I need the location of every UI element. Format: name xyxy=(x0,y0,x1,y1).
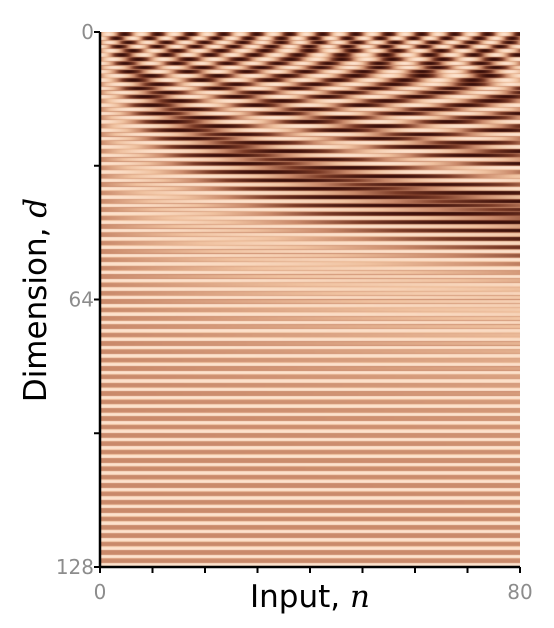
heatmap-cells xyxy=(100,32,520,567)
y-axis-label: Dimension, d xyxy=(18,198,54,402)
y-tick-label: 0 xyxy=(81,20,94,44)
y-ticks: 0 64 128 xyxy=(56,20,100,579)
x-tick-label: 0 xyxy=(94,580,107,604)
x-tick-label: 80 xyxy=(507,580,532,604)
y-tick-label: 128 xyxy=(56,555,94,579)
y-tick-label: 64 xyxy=(69,288,94,312)
plot-area xyxy=(100,32,520,567)
axes: 0 80 0 64 128 xyxy=(56,20,533,604)
x-axis-label: Input, n xyxy=(250,579,370,615)
